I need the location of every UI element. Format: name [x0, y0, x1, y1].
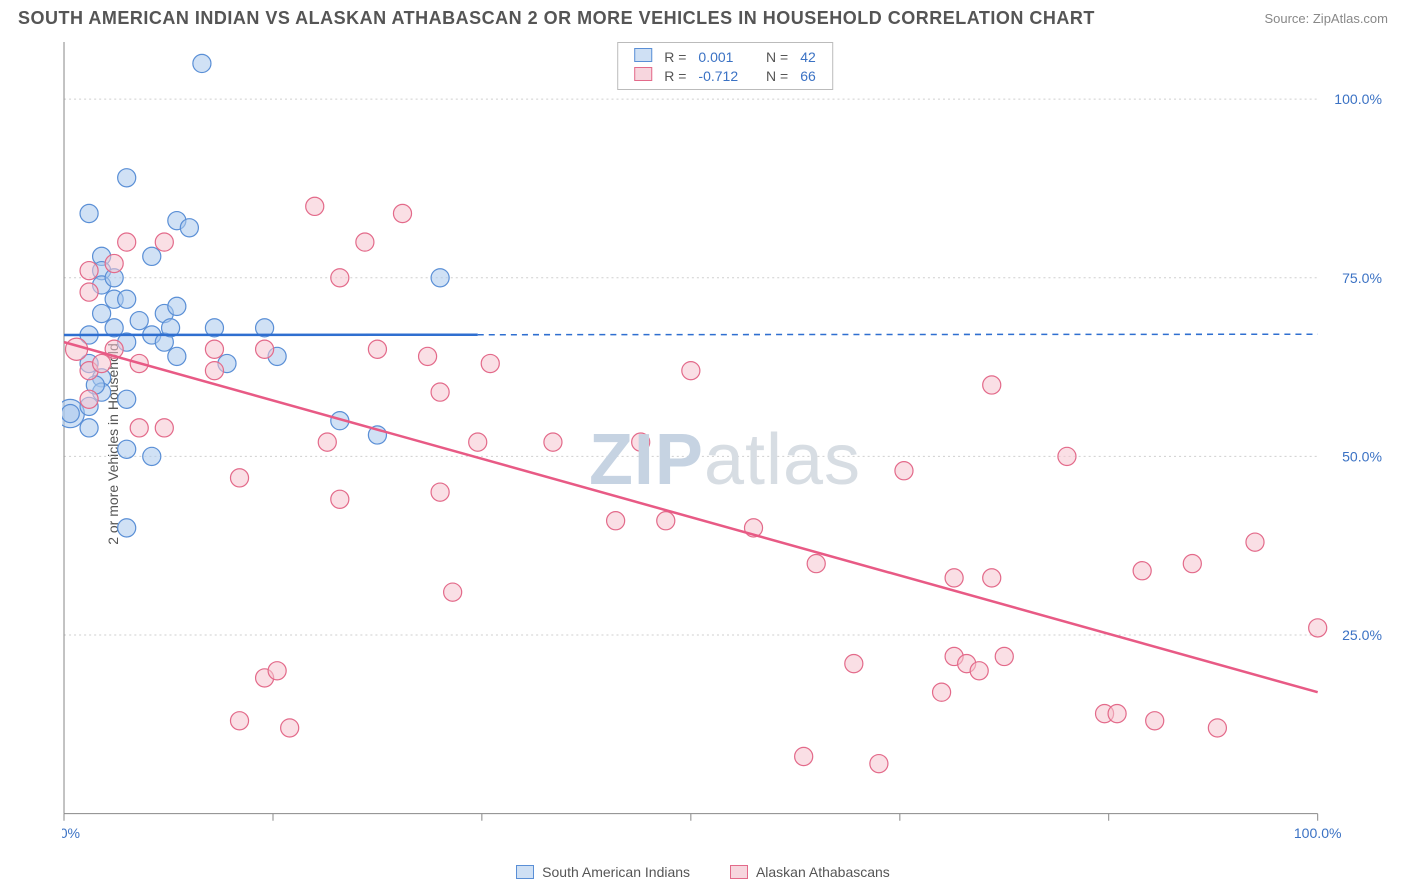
n-label: N = [760, 66, 794, 85]
legend-item-pink: Alaskan Athabascans [730, 864, 890, 880]
n-value-pink: 66 [794, 66, 822, 85]
swatch-icon [730, 865, 748, 879]
r-value-blue: 0.001 [692, 47, 744, 66]
correlation-legend: R = 0.001 N = 42 R = -0.712 N = 66 [617, 42, 833, 90]
svg-text:0.0%: 0.0% [62, 825, 80, 841]
swatch-icon [516, 865, 534, 879]
scatter-chart: 25.0% 50.0% 75.0% 100.0% 0.0% 100.0% [62, 40, 1388, 848]
n-label: N = [760, 47, 794, 66]
source-link[interactable]: ZipAtlas.com [1313, 11, 1388, 26]
swatch-icon [634, 67, 652, 81]
n-value-blue: 42 [794, 47, 822, 66]
svg-text:25.0%: 25.0% [1342, 627, 1382, 643]
source-credit: Source: ZipAtlas.com [1264, 11, 1388, 26]
svg-text:100.0%: 100.0% [1294, 825, 1342, 841]
legend-row-pink: R = -0.712 N = 66 [628, 66, 822, 85]
plot-region: ZIPatlas 25.0%50.0%75.0%100.0%0.0%100.0%… [62, 40, 1388, 848]
svg-text:50.0%: 50.0% [1342, 448, 1382, 464]
legend-row-blue: R = 0.001 N = 42 [628, 47, 822, 66]
bottom-legend: South American Indians Alaskan Athabasca… [0, 864, 1406, 882]
svg-text:75.0%: 75.0% [1342, 270, 1382, 286]
source-label: Source: [1264, 11, 1312, 26]
r-value-pink: -0.712 [692, 66, 744, 85]
swatch-icon [634, 48, 652, 62]
legend-item-blue: South American Indians [516, 864, 690, 880]
chart-title: SOUTH AMERICAN INDIAN VS ALASKAN ATHABAS… [18, 8, 1095, 29]
chart-area: 2 or more Vehicles in Household ZIPatlas… [18, 40, 1388, 848]
legend-label-pink: Alaskan Athabascans [756, 864, 890, 880]
r-label: R = [658, 47, 692, 66]
title-bar: SOUTH AMERICAN INDIAN VS ALASKAN ATHABAS… [0, 0, 1406, 33]
legend-label-blue: South American Indians [542, 864, 690, 880]
svg-text:100.0%: 100.0% [1334, 91, 1382, 107]
r-label: R = [658, 66, 692, 85]
